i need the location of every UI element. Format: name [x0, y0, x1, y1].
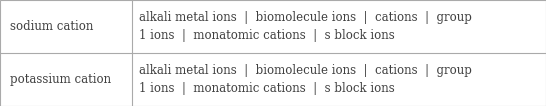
Text: alkali metal ions  |  biomolecule ions  |  cations  |  group
1 ions  |  monatomi: alkali metal ions | biomolecule ions | c… — [139, 11, 472, 42]
Text: sodium cation: sodium cation — [10, 20, 93, 33]
Text: alkali metal ions  |  biomolecule ions  |  cations  |  group
1 ions  |  monatomi: alkali metal ions | biomolecule ions | c… — [139, 64, 472, 95]
Text: potassium cation: potassium cation — [10, 73, 111, 86]
